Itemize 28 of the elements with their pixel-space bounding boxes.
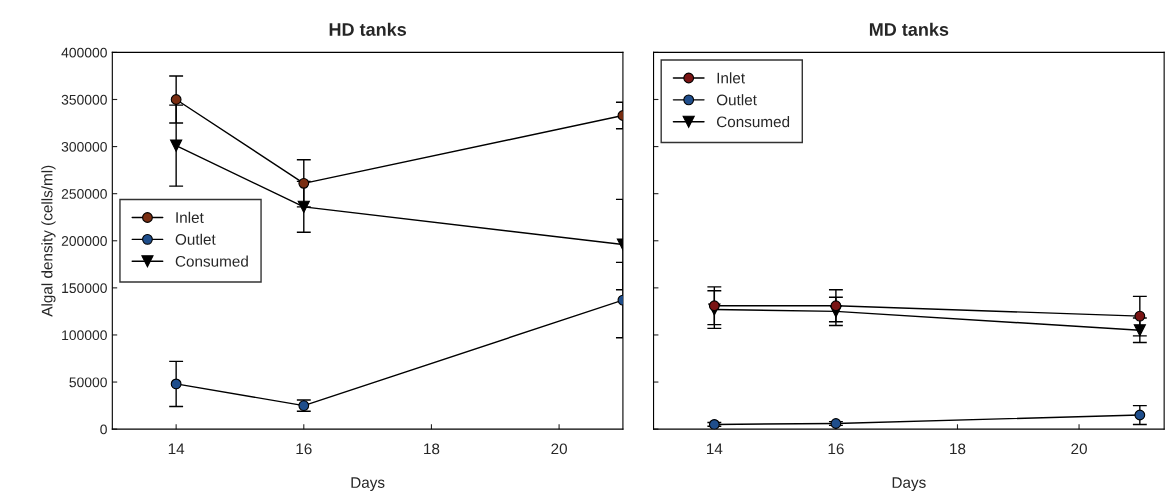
x-tick-label: 14 bbox=[168, 443, 185, 455]
chart-title: MD tanks bbox=[869, 22, 949, 36]
x-axis-title: Days bbox=[351, 477, 385, 491]
x-tick-label: 18 bbox=[950, 443, 966, 455]
x-tick-label: 14 bbox=[707, 443, 723, 455]
y-tick-label: 400000 bbox=[61, 47, 107, 58]
y-axis-title: Algal density (cells/ml) bbox=[41, 165, 56, 317]
y-tick-label: 300000 bbox=[61, 141, 107, 152]
y-tick-label: 50000 bbox=[69, 377, 107, 388]
x-tick-label: 16 bbox=[296, 443, 312, 455]
y-tick-label: 100000 bbox=[62, 330, 107, 341]
x-tick-label: 20 bbox=[1071, 443, 1087, 455]
y-tick-label: 0 bbox=[100, 424, 107, 435]
y-tick-label: 350000 bbox=[61, 94, 107, 105]
y-tick-label: 200000 bbox=[61, 236, 107, 246]
legend-label: Outlet bbox=[175, 233, 216, 245]
x-axis-title: Days bbox=[892, 477, 926, 491]
x-tick-label: 18 bbox=[424, 443, 440, 455]
x-tick-label: 16 bbox=[828, 443, 844, 455]
legend-label: Outlet bbox=[716, 94, 757, 106]
legend-label: Consumed bbox=[716, 116, 790, 128]
x-tick-label: 20 bbox=[551, 443, 567, 455]
chart-title: HD tanks bbox=[329, 22, 407, 36]
legend-label: Inlet bbox=[176, 211, 204, 223]
y-tick-label: 250000 bbox=[61, 189, 107, 199]
legend-label: Inlet bbox=[717, 72, 745, 84]
legend-label: Consumed bbox=[175, 255, 248, 267]
y-tick-label: 150000 bbox=[62, 283, 107, 294]
